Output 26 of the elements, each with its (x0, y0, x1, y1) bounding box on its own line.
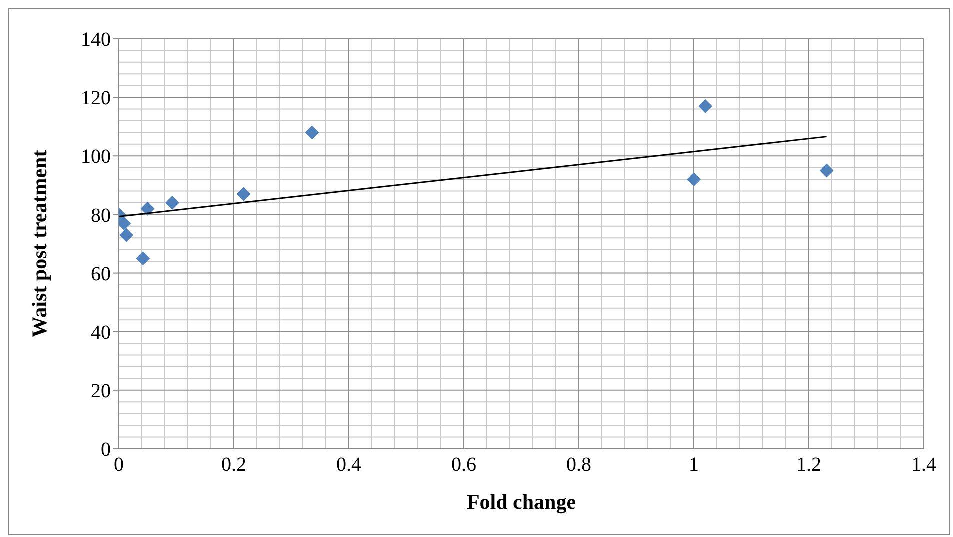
point (687, 172, 701, 187)
point (136, 252, 150, 266)
point (305, 126, 320, 140)
y-tick-label: 140 (81, 29, 111, 52)
y-tick-label: 60 (91, 263, 111, 286)
point (165, 196, 180, 210)
y-tick-label: 40 (91, 322, 111, 344)
point (140, 202, 155, 216)
x-tick-label: 0.8 (566, 454, 592, 476)
y-tick-label: 80 (91, 204, 111, 227)
x-tick-label: 0.4 (336, 454, 362, 476)
point (820, 164, 834, 178)
y-tick-label: 20 (91, 380, 111, 403)
y-tick-label: 100 (81, 146, 111, 168)
x-axis-title: Fold change (466, 490, 576, 514)
y-tick-label: 120 (81, 88, 111, 110)
point (119, 228, 134, 242)
point (698, 99, 712, 114)
y-axis-title: Waist post treatment (27, 150, 52, 338)
x-tick-label: 0.2 (222, 454, 246, 476)
x-tick-label: 1.2 (796, 454, 822, 476)
y-tick-label: 0 (101, 439, 111, 462)
x-tick-label: 0.6 (452, 454, 476, 476)
x-tick-label: 1 (689, 454, 699, 476)
x-tick-label: 1.4 (912, 454, 936, 476)
point (236, 187, 251, 202)
